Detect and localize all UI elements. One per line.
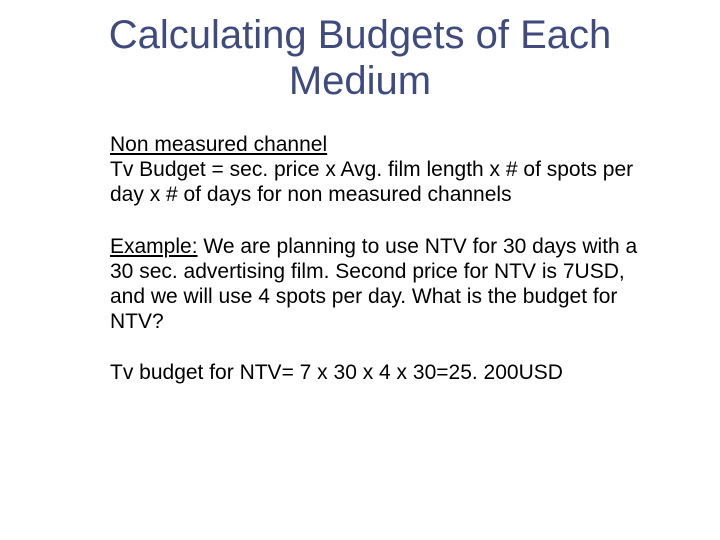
slide-title: Calculating Budgets of Each Medium [40,12,680,104]
example-label: Example: [110,235,198,258]
slide-body: Non measured channel Tv Budget = sec. pr… [40,132,680,386]
formula-text: Tv Budget = sec. price x Avg. film lengt… [110,158,633,206]
paragraph-example: Example: We are planning to use NTV for … [110,234,640,335]
slide-container: Calculating Budgets of Each Medium Non m… [0,0,720,540]
paragraph-formula: Non measured channel Tv Budget = sec. pr… [110,132,640,208]
paragraph-result: Tv budget for NTV= 7 x 30 x 4 x 30=25. 2… [110,360,640,385]
subheading-channel: Non measured channel [110,133,327,156]
